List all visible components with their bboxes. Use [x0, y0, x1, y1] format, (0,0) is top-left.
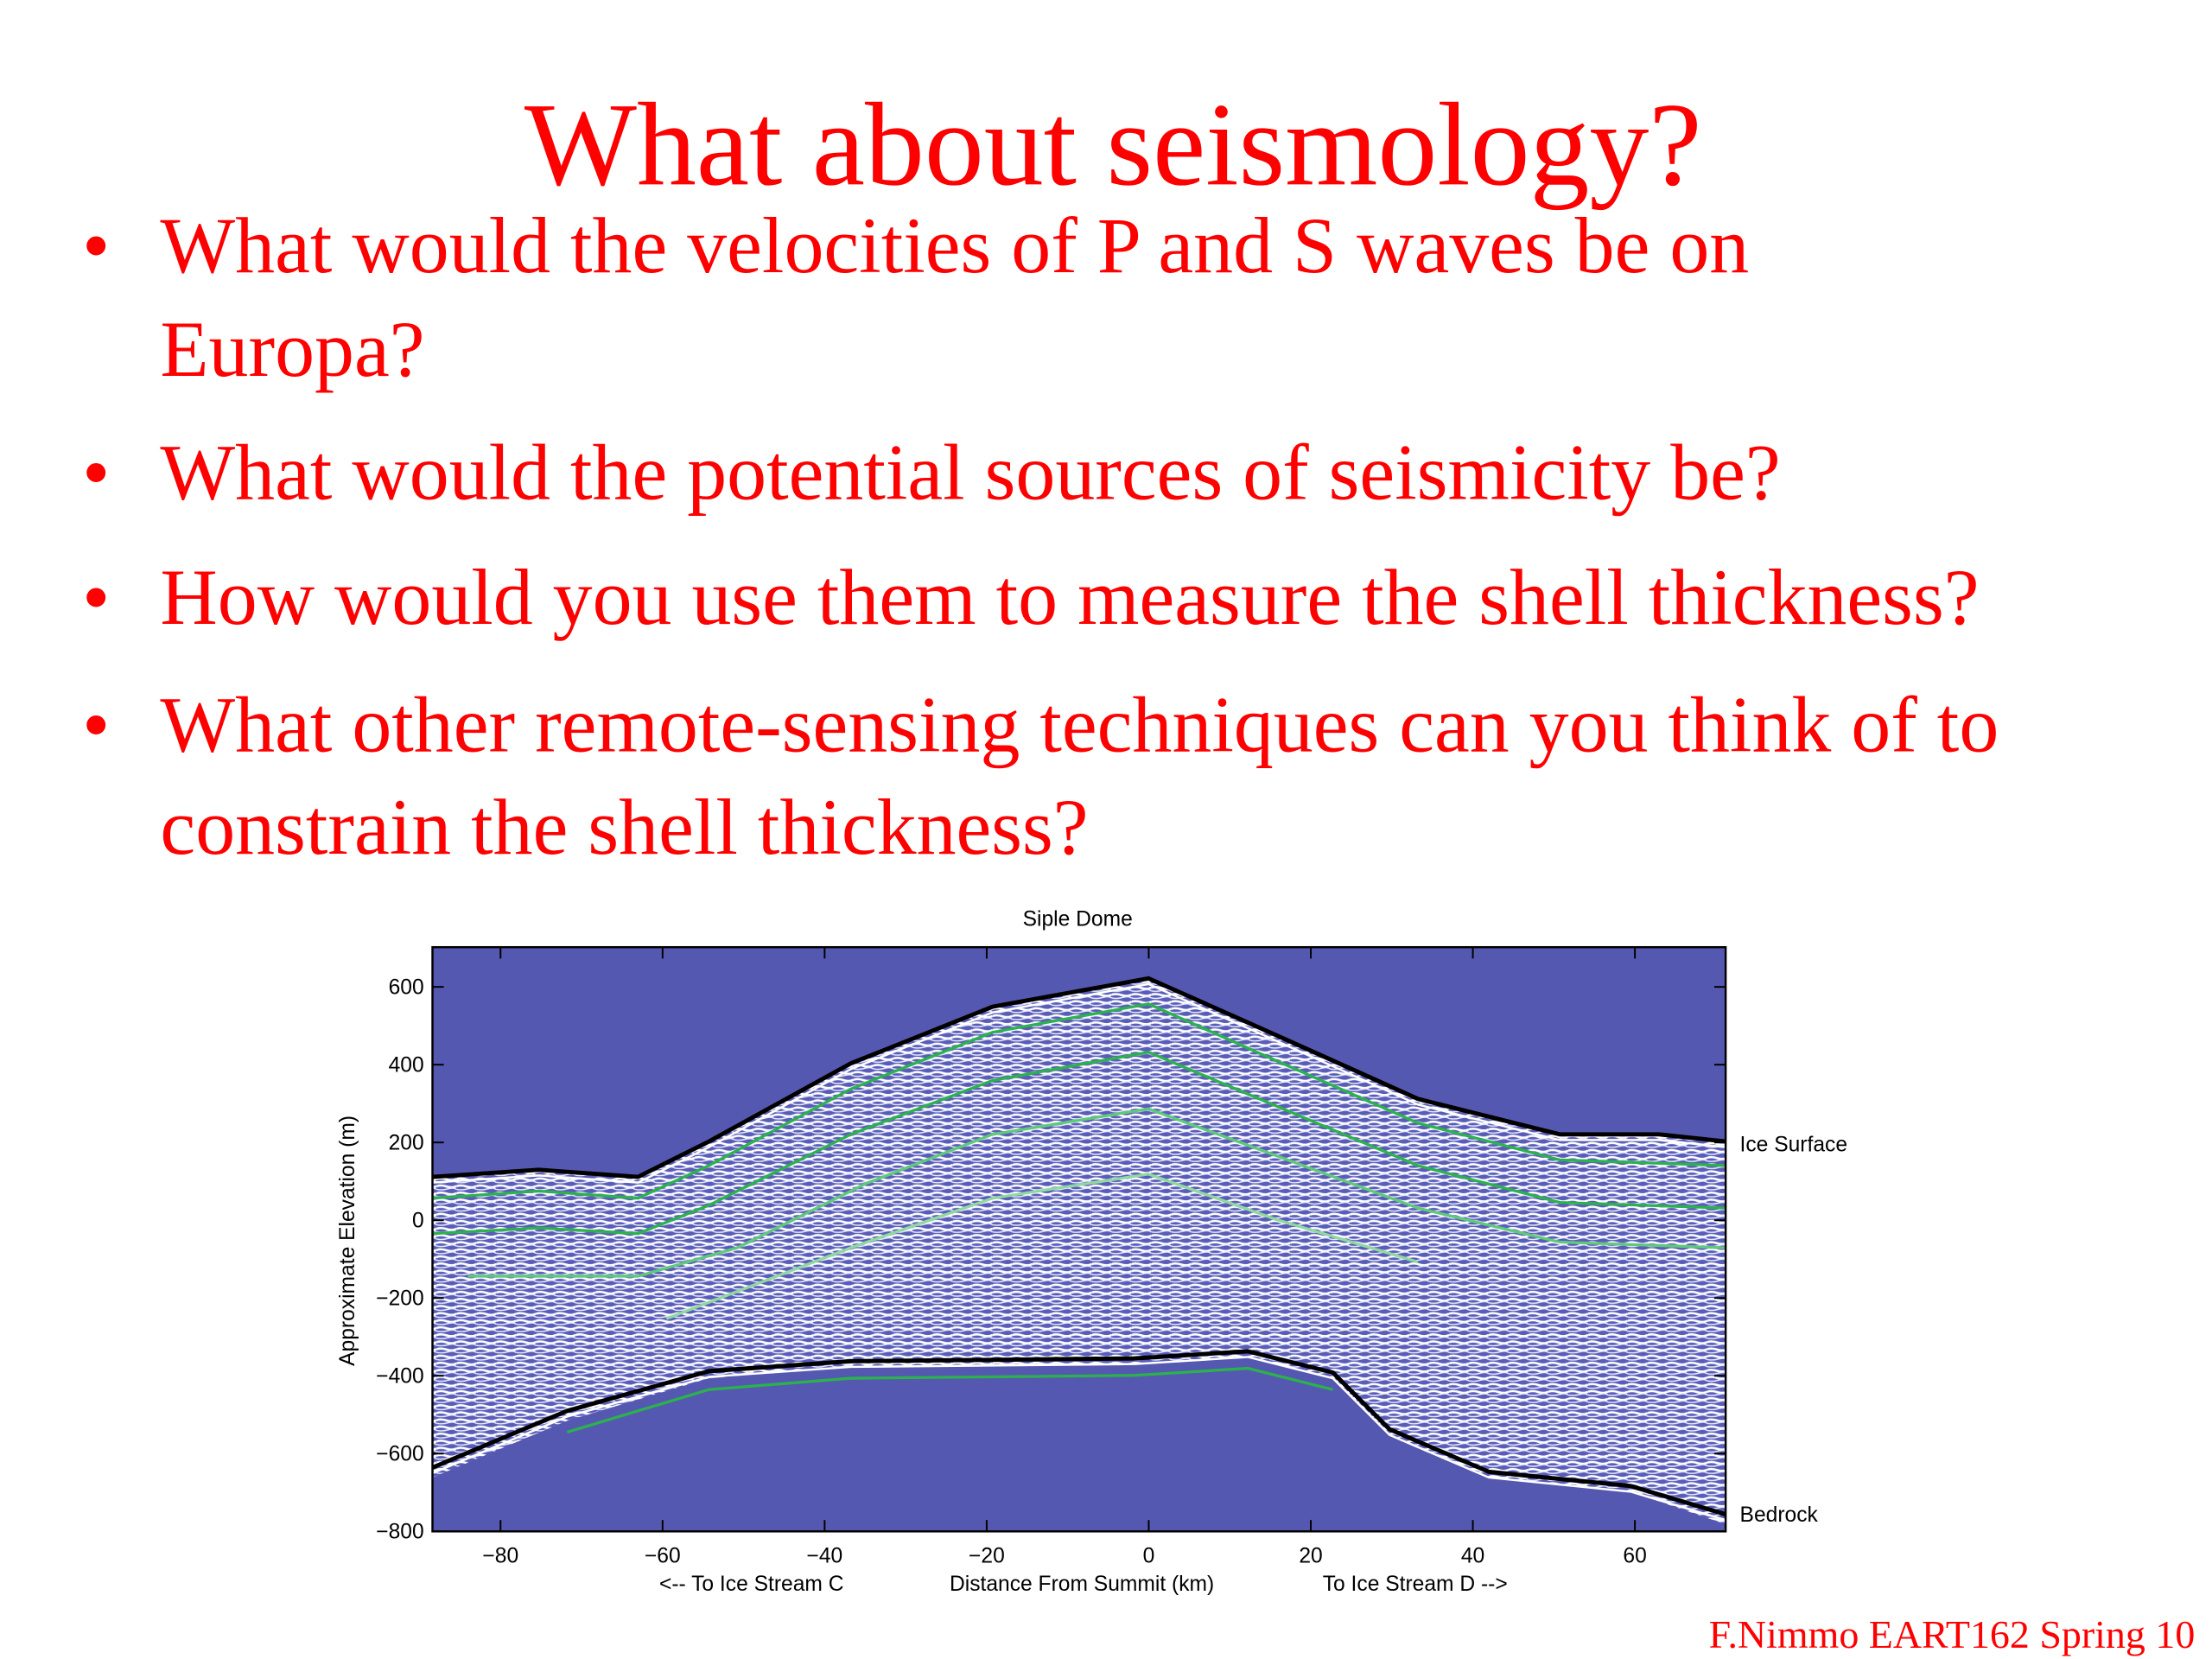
bullet-text: constrain the shell thickness?: [160, 783, 1088, 871]
slide-title: What about seismology?: [524, 78, 1702, 210]
bullet-text: How would you use them to measure the sh…: [160, 553, 1979, 641]
x-axis-note-left: <-- To Ice Stream C: [659, 1573, 844, 1596]
annotation: Bedrock: [1740, 1503, 1819, 1527]
y-tick-label: 200: [389, 1131, 424, 1154]
x-tick-label: 60: [1623, 1544, 1646, 1567]
bullet-marker: •: [82, 429, 110, 517]
x-tick-label: −80: [482, 1544, 518, 1567]
x-tick-label: 0: [1143, 1544, 1155, 1567]
radar-image: [432, 947, 1726, 1532]
footer: F.Nimmo EART162 Spring 10: [1709, 1612, 2196, 1656]
bullet-text: What other remote-sensing techniques can…: [160, 681, 1999, 769]
y-tick-label: 0: [412, 1209, 424, 1232]
figure-title: Siple Dome: [1023, 908, 1133, 931]
y-tick-label: −800: [376, 1521, 423, 1544]
y-tick-label: −400: [376, 1364, 423, 1388]
bullet-marker: •: [82, 201, 110, 289]
y-tick-label: −200: [376, 1287, 423, 1310]
annotation: Ice Surface: [1740, 1134, 1847, 1157]
x-tick-label: −60: [645, 1544, 681, 1567]
bullet-text: What would the velocities of P and S wav…: [160, 201, 1749, 289]
x-axis-note-right: To Ice Stream D -->: [1323, 1573, 1508, 1596]
y-tick-label: −600: [376, 1442, 423, 1465]
plot-frame: [431, 945, 1727, 1533]
y-axis-label: Approximate Elevation (m): [336, 1116, 359, 1366]
x-tick-label: 40: [1461, 1544, 1484, 1567]
y-tick-label: 400: [389, 1053, 424, 1077]
x-tick-label: −40: [806, 1544, 842, 1567]
bullet-marker: •: [82, 681, 110, 769]
bullet-marker: •: [82, 553, 110, 641]
y-tick-label: 600: [389, 976, 424, 999]
x-axis-label: Distance From Summit (km): [950, 1573, 1214, 1596]
x-tick-label: 20: [1299, 1544, 1322, 1567]
x-tick-label: −20: [969, 1544, 1005, 1567]
bullet-text: Europa?: [160, 305, 424, 393]
bullet-text: What would the potential sources of seis…: [160, 429, 1780, 517]
